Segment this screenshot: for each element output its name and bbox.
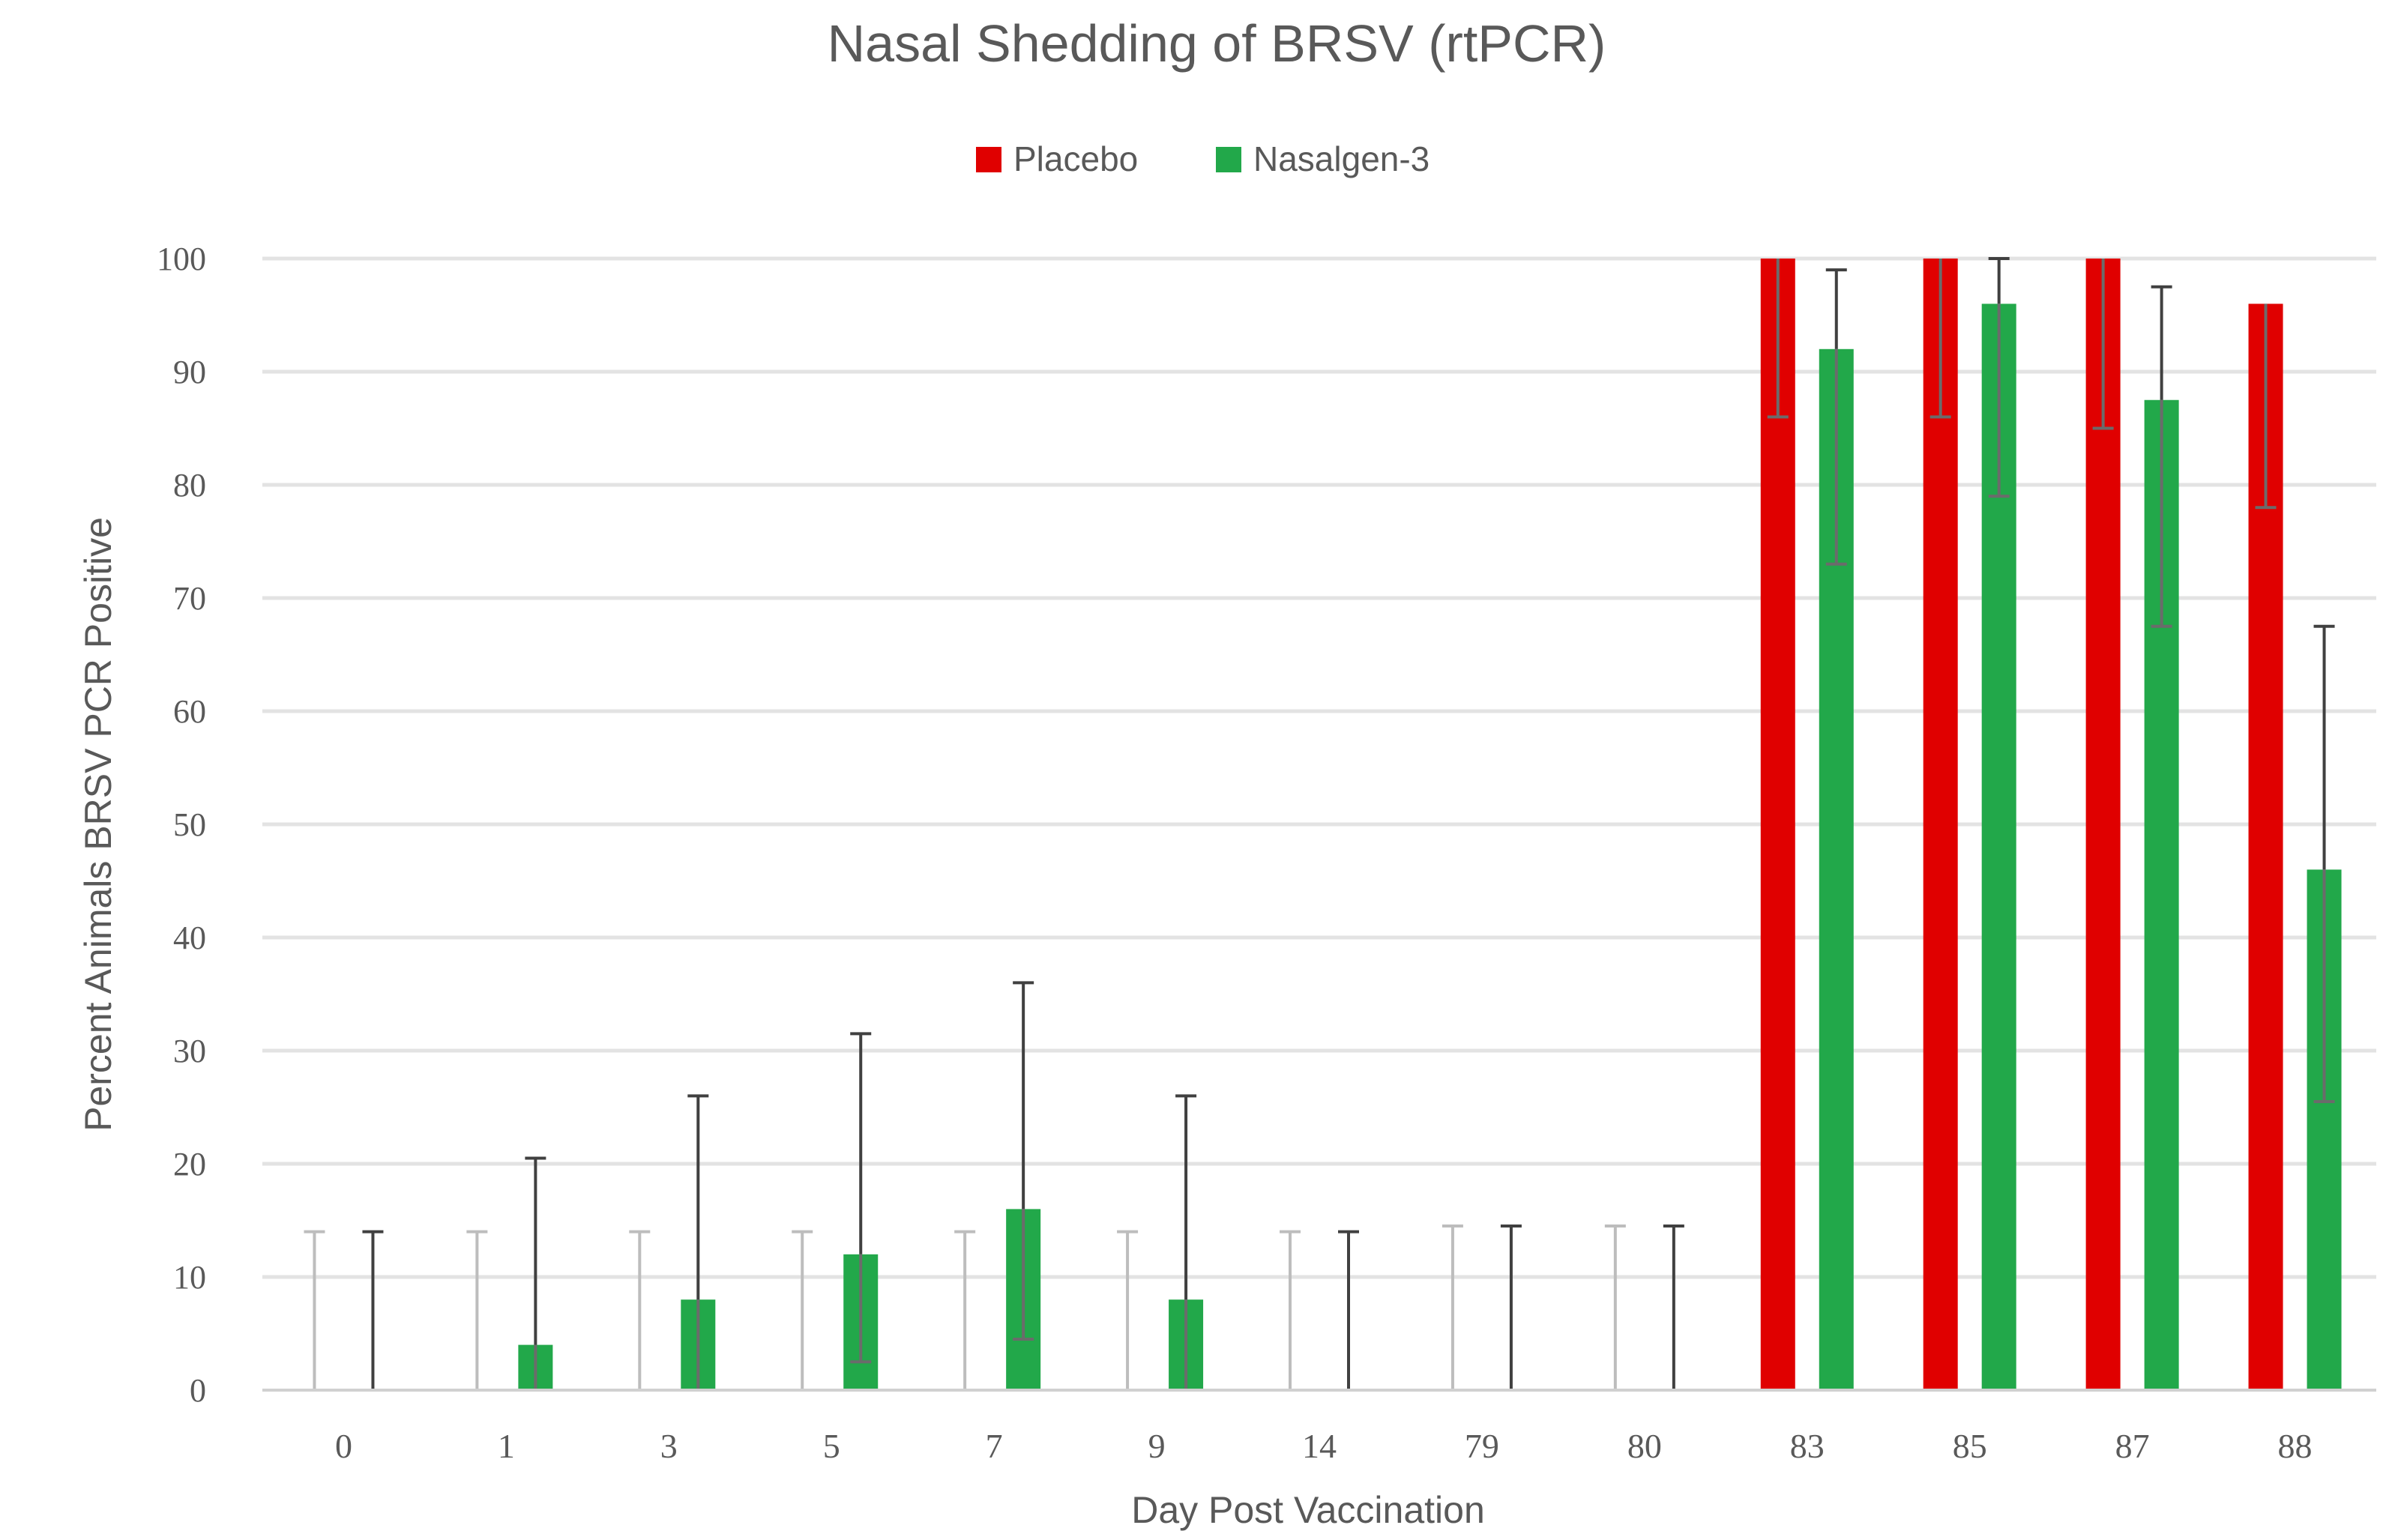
legend: Placebo Nasalgen-3 xyxy=(976,139,1430,178)
bar-placebo-day-85 xyxy=(1923,259,1958,1390)
error-bar-placebo-day-80 xyxy=(1604,1225,1626,1390)
y-tick-30: 30 xyxy=(173,1033,206,1069)
y-tick-0: 0 xyxy=(190,1372,206,1409)
y-tick-100: 100 xyxy=(157,241,206,277)
error-bar-placebo-day-87 xyxy=(2092,259,2114,430)
error-bar-nasalgen-3-day-3 xyxy=(687,1094,709,1390)
y-tick-50: 50 xyxy=(173,806,206,843)
error-bar-nasalgen-3-day-80 xyxy=(1663,1225,1684,1390)
bars xyxy=(518,259,2342,1390)
y-tick-labels: 0 10 20 30 40 50 60 70 80 90 100 xyxy=(157,241,206,1409)
error-bar-nasalgen-3-day-83 xyxy=(1825,268,1847,566)
error-bar-placebo-day-7 xyxy=(954,1230,976,1390)
y-tick-10: 10 xyxy=(173,1259,206,1296)
error-bar-nasalgen-3-day-0 xyxy=(362,1230,384,1390)
bar-placebo-day-87 xyxy=(2085,259,2121,1390)
error-bar-nasalgen-3-day-88 xyxy=(2313,624,2335,1103)
x-tick-87: 87 xyxy=(2115,1427,2150,1465)
error-bar-nasalgen-3-day-79 xyxy=(1500,1225,1522,1390)
x-tick-7: 7 xyxy=(986,1427,1003,1465)
y-tick-90: 90 xyxy=(173,354,206,390)
legend-label-placebo: Placebo xyxy=(1013,139,1138,178)
x-tick-14: 14 xyxy=(1302,1427,1337,1465)
error-bar-nasalgen-3-day-9 xyxy=(1175,1094,1197,1390)
gridlines xyxy=(262,256,2376,1279)
x-tick-83: 83 xyxy=(1790,1427,1825,1465)
error-bar-placebo-day-79 xyxy=(1442,1225,1463,1390)
x-tick-79: 79 xyxy=(1465,1427,1499,1465)
legend-swatch-placebo xyxy=(976,147,1001,172)
x-tick-85: 85 xyxy=(1953,1427,1987,1465)
error-bar-placebo-day-85 xyxy=(1929,259,1951,419)
x-tick-3: 3 xyxy=(660,1427,678,1465)
error-bar-nasalgen-3-day-85 xyxy=(1988,257,2010,498)
x-tick-0: 0 xyxy=(335,1427,352,1465)
x-tick-5: 5 xyxy=(823,1427,840,1465)
x-tick-labels: 0 1 3 5 7 9 14 79 80 83 85 87 88 xyxy=(335,1427,2313,1465)
error-bar-nasalgen-3-day-7 xyxy=(1013,981,1034,1341)
y-tick-80: 80 xyxy=(173,467,206,504)
y-tick-60: 60 xyxy=(173,693,206,730)
error-bar-nasalgen-3-day-87 xyxy=(2151,285,2172,628)
y-tick-70: 70 xyxy=(173,580,206,617)
x-tick-88: 88 xyxy=(2278,1427,2313,1465)
chart-title: Nasal Shedding of BRSV (rtPCR) xyxy=(828,14,1606,73)
x-axis-label: Day Post Vaccination xyxy=(1131,1489,1485,1531)
error-bars xyxy=(304,257,2335,1390)
y-tick-20: 20 xyxy=(173,1146,206,1183)
x-tick-1: 1 xyxy=(498,1427,515,1465)
error-bar-nasalgen-3-day-1 xyxy=(525,1156,546,1390)
legend-entry-placebo: Placebo xyxy=(976,139,1138,178)
y-tick-40: 40 xyxy=(173,920,206,956)
error-bar-placebo-day-14 xyxy=(1280,1230,1301,1390)
error-bar-nasalgen-3-day-5 xyxy=(850,1032,872,1364)
legend-entry-nasalgen-3: Nasalgen-3 xyxy=(1216,139,1430,178)
error-bar-placebo-day-88 xyxy=(2255,304,2277,510)
legend-swatch-nasalgen-3 xyxy=(1216,147,1241,172)
error-bar-placebo-day-0 xyxy=(304,1230,325,1390)
error-bar-placebo-day-9 xyxy=(1117,1230,1139,1390)
bar-placebo-day-83 xyxy=(1760,259,1795,1390)
legend-label-nasalgen-3: Nasalgen-3 xyxy=(1253,139,1430,178)
error-bar-placebo-day-3 xyxy=(629,1230,651,1390)
y-axis-label: Percent Animals BRSV PCR Positive xyxy=(77,517,119,1132)
x-tick-80: 80 xyxy=(1627,1427,1662,1465)
error-bar-placebo-day-1 xyxy=(466,1230,488,1390)
error-bar-nasalgen-3-day-14 xyxy=(1338,1230,1359,1390)
x-tick-9: 9 xyxy=(1148,1427,1166,1465)
error-bar-placebo-day-5 xyxy=(792,1230,813,1390)
error-bar-placebo-day-83 xyxy=(1767,259,1789,419)
